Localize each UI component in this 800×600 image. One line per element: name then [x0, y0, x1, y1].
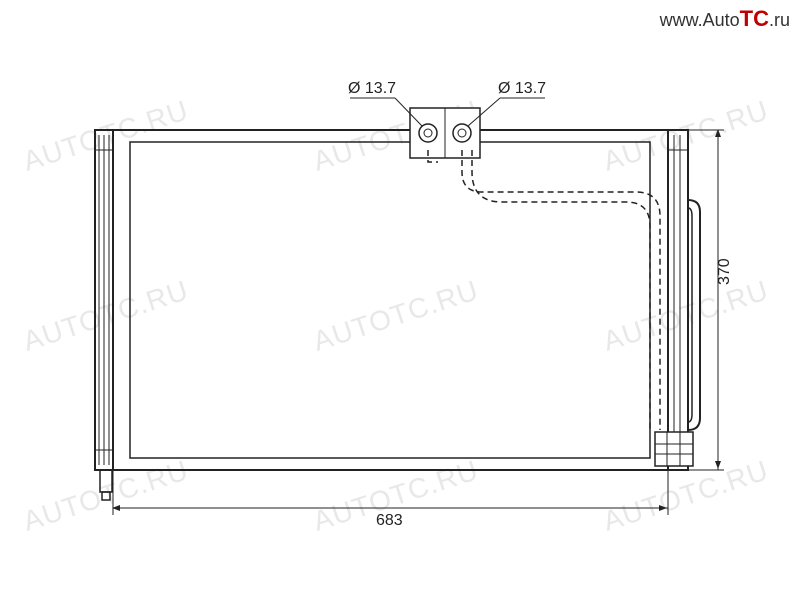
- pipe-route-1: [462, 150, 660, 430]
- dim-height-label: 370: [716, 258, 734, 285]
- bottom-right-bracket: [655, 432, 693, 466]
- dia-label-2: Ø 13.7: [498, 80, 546, 98]
- tech-drawing-svg: [0, 0, 800, 600]
- bottom-left-fitting: [100, 470, 112, 492]
- drawing-canvas: AUTOTC.RU AUTOTC.RU AUTOTC.RU AUTOTC.RU …: [0, 0, 800, 600]
- right-end-cap: [668, 130, 688, 470]
- external-pipe-outer: [688, 200, 700, 430]
- dia-label-1: Ø 13.7: [348, 80, 396, 98]
- radiator-outer: [113, 130, 668, 470]
- dim-width-label: 683: [376, 512, 403, 530]
- radiator-core: [130, 142, 650, 458]
